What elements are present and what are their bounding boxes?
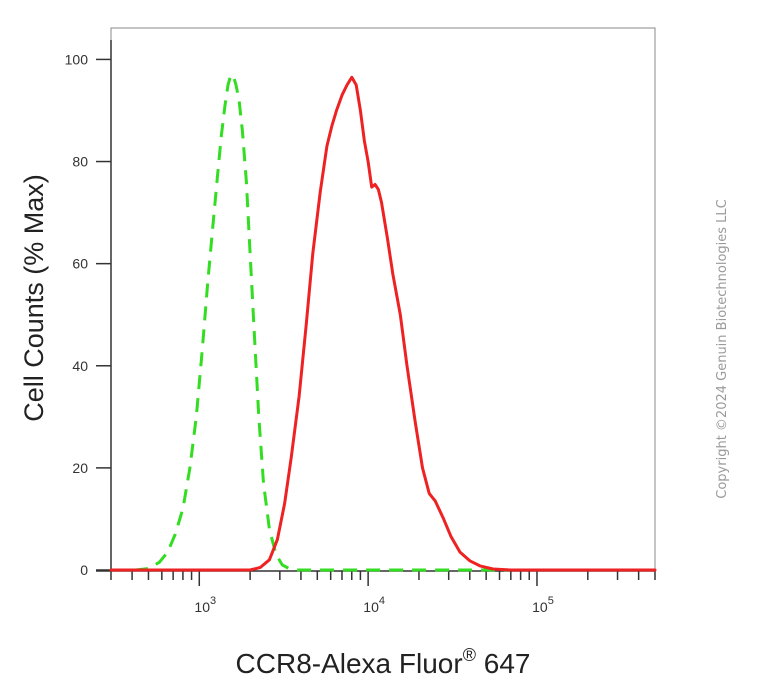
y-tick-label: 20 (72, 460, 88, 476)
x-axis-ticks: 103 104 105 (110, 571, 656, 615)
x-tick-label: 103 (194, 595, 216, 615)
y-tick-label: 80 (72, 154, 88, 170)
y-tick-label: 0 (80, 562, 88, 578)
x-tick-label: 105 (532, 595, 554, 615)
y-tick-label: 60 (72, 256, 88, 272)
copyright-text: Copyright ©2024 Genuin Biotechnologies L… (715, 199, 730, 498)
y-axis-ticks: 0 20 40 60 80 100 (65, 51, 111, 578)
x-axis-label-suffix: 647 (476, 648, 531, 679)
series-layer (109, 73, 657, 572)
x-axis-label: CCR8-Alexa Fluor® 647 (236, 645, 531, 679)
y-tick-label: 40 (72, 358, 88, 374)
x-axis-label-superscript: ® (463, 645, 476, 665)
stained-histogram-line (109, 75, 657, 572)
plot-frame (110, 27, 656, 572)
x-tick-label: 104 (363, 595, 385, 615)
x-axis-label-main: CCR8-Alexa Fluor (236, 648, 463, 679)
y-tick-label: 100 (65, 51, 89, 67)
y-axis-label: Cell Counts (% Max) (19, 174, 49, 422)
control-histogram-line (111, 73, 655, 572)
